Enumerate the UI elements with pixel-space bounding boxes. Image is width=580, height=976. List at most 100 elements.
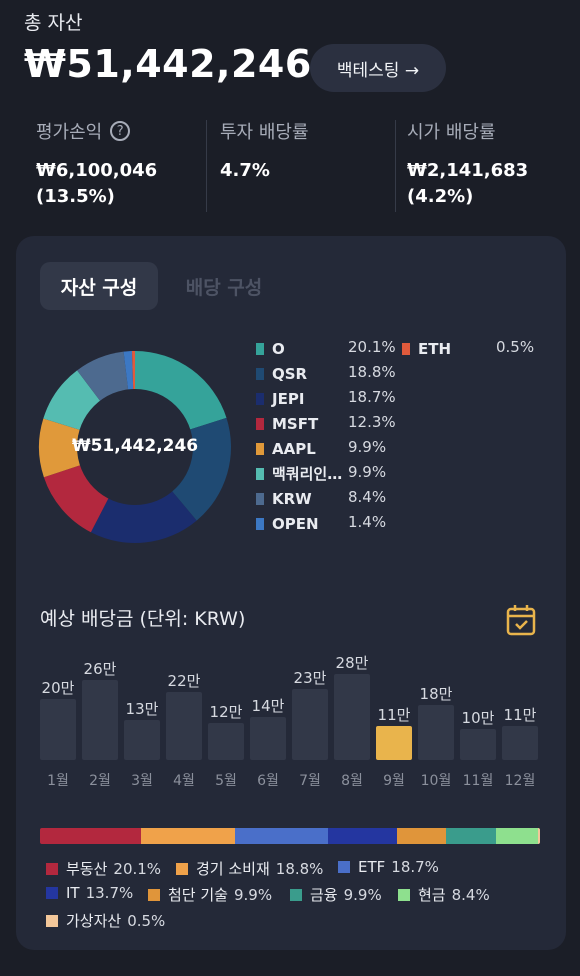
sector-segment (495, 828, 538, 844)
dividend-bar[interactable] (292, 689, 328, 760)
stat-market-yield: 시가 배당률 ₩2,141,683 (4.2%) (407, 118, 577, 214)
sector-label: 금융 (310, 886, 338, 904)
tab-asset-composition[interactable]: 자산 구성 (40, 262, 158, 310)
stat-value: 4.7% (220, 160, 270, 181)
legend-percent: 9.9% (348, 463, 387, 481)
dividend-bar[interactable] (40, 698, 76, 760)
legend-item: O (256, 336, 285, 361)
legend-item: AAPL (256, 436, 316, 461)
legend-item: ETH (402, 336, 451, 361)
sector-segment (446, 828, 496, 844)
legend-swatch (256, 492, 264, 505)
sector-segment (40, 828, 141, 844)
legend-percent: 18.7% (348, 388, 396, 406)
dividend-bar[interactable] (460, 729, 496, 760)
legend-label: QSR (272, 364, 308, 383)
legend-item: KRW (256, 486, 312, 511)
sector-segment (537, 828, 540, 844)
sector-legend-item: 현금 8.4% (398, 884, 490, 905)
legend-swatch (256, 342, 264, 355)
bar-value-label: 28만 (335, 654, 369, 672)
stat-value-percent: (13.5%) (36, 186, 115, 207)
calendar-check-icon[interactable] (506, 604, 536, 636)
legend-percent: 20.1% (348, 338, 396, 356)
dividend-bar[interactable] (208, 723, 244, 760)
legend-item: 맥쿼리인… (256, 461, 342, 486)
divider (206, 120, 207, 212)
total-assets-label: 총 자산 (24, 12, 83, 34)
dividend-bar[interactable] (376, 726, 412, 760)
sector-swatch (46, 887, 58, 899)
stat-valuation-pnl: 평가손익 ? ₩6,100,046 (13.5%) (36, 118, 206, 214)
sector-label: 경기 소비재 (196, 860, 270, 878)
sector-label: IT (66, 884, 80, 902)
legend-swatch (256, 367, 264, 380)
legend-percent: 8.4% (348, 488, 387, 506)
month-label: 5월 (215, 773, 237, 789)
bar-value-label: 12만 (209, 703, 243, 722)
stat-value: ₩6,100,046 (36, 160, 158, 181)
sector-percent: 9.9% (233, 885, 273, 904)
legend-label: MSFT (272, 414, 319, 433)
bar-value-label: 11만 (377, 706, 411, 725)
sector-percent: 9.9% (343, 885, 382, 904)
tab-dividend-composition[interactable]: 배당 구성 (185, 276, 263, 299)
sector-legend-item: 첨단 기술 9.9% (148, 884, 272, 905)
dividend-bar[interactable] (166, 692, 202, 760)
month-label: 6월 (257, 773, 279, 789)
legend-percent: 1.4% (348, 513, 387, 531)
sector-swatch (290, 888, 302, 901)
legend-swatch (256, 517, 264, 530)
stat-value: ₩2,141,683 (4.2%) (407, 160, 529, 207)
legend-percent: 0.5% (496, 338, 535, 356)
legend-swatch (256, 392, 264, 405)
legend-item: MSFT (256, 411, 318, 436)
bar-value-label: 20만 (41, 678, 75, 697)
backtesting-button[interactable]: 백테스팅 → (310, 44, 446, 92)
bar-value-label: 11만 (503, 706, 537, 725)
sector-segment (396, 828, 446, 844)
stat-label: 시가 배당률 (407, 122, 496, 143)
legend-percent: 9.9% (348, 438, 387, 456)
legend-item: QSR (256, 361, 307, 386)
dividend-bar[interactable] (82, 680, 118, 760)
bar-value-label: 18만 (419, 684, 453, 703)
sector-segment (328, 828, 397, 844)
legend-percent: 12.3% (348, 413, 396, 431)
sector-swatch (338, 861, 350, 873)
sector-label: 부동산 (66, 860, 108, 878)
sector-swatch (398, 888, 410, 901)
bar-value-label: 22만 (167, 672, 201, 691)
sector-legend-item: 가상자산 0.5% (46, 910, 165, 931)
legend-label: OPEN (272, 514, 319, 533)
stat-label: 투자 배당률 (220, 122, 309, 143)
sector-percent: 20.1% (113, 859, 162, 878)
question-circle-icon[interactable]: ? (110, 121, 131, 141)
dividend-bar[interactable] (334, 674, 370, 760)
month-label: 9월 (383, 773, 405, 789)
bar-value-label: 13만 (125, 700, 159, 719)
sector-swatch (176, 862, 188, 875)
dividend-bar[interactable] (418, 704, 454, 760)
legend-swatch (256, 442, 264, 455)
donut-hole (77, 389, 193, 505)
sector-label: 현금 (418, 886, 446, 904)
legend-label: JEPI (272, 389, 305, 408)
dividend-bar[interactable] (502, 726, 538, 760)
sector-percent: 18.8% (275, 859, 324, 878)
bar-value-label: 14만 (251, 697, 285, 715)
month-label: 10월 (420, 773, 452, 789)
month-label: 1월 (47, 773, 69, 789)
month-label: 4월 (173, 773, 195, 789)
legend-item: JEPI (256, 386, 304, 411)
total-assets-value: ₩51,442,246 (24, 42, 312, 86)
dividend-bar[interactable] (250, 717, 286, 760)
legend-percent: 18.8% (348, 363, 396, 381)
divider (395, 120, 396, 212)
sector-percent: 0.5% (127, 911, 166, 930)
stat-investment-yield: 투자 배당률 4.7% (220, 118, 390, 214)
dividend-bar[interactable] (124, 720, 160, 760)
bar-value-label: 10만 (461, 709, 495, 728)
sector-strip (40, 828, 540, 844)
sector-swatch (46, 914, 58, 927)
